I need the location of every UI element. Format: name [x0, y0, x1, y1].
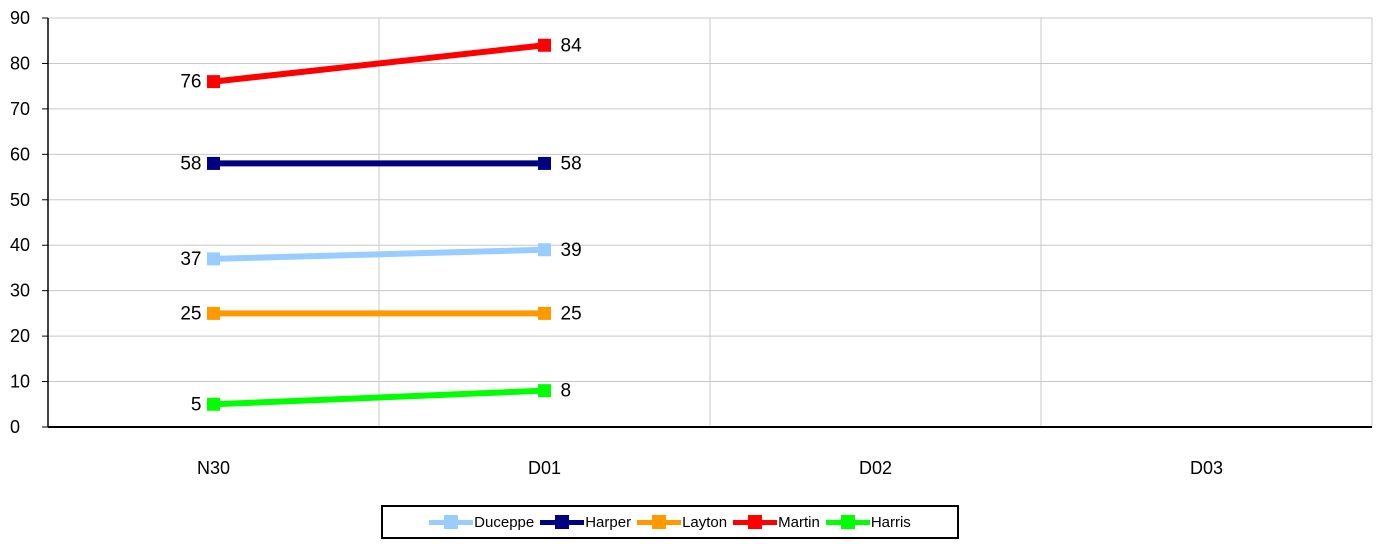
legend-marker — [652, 515, 667, 529]
series-layer — [207, 38, 551, 411]
legend-item-layton: Layton — [637, 514, 727, 531]
data-label-harper: 58 — [561, 153, 582, 174]
legend-swatch-harris — [825, 515, 870, 529]
legend-item-harper: Harper — [540, 514, 631, 531]
legend-marker — [840, 515, 855, 529]
legend-label-harper: Harper — [585, 513, 632, 531]
legend-marker — [444, 515, 459, 529]
y-tick-label: 0 — [10, 417, 20, 437]
y-tick-label: 40 — [10, 235, 30, 255]
legend-swatch-martin — [733, 515, 778, 529]
series-line-martin — [213, 42, 545, 85]
x-tick-label: D01 — [528, 458, 561, 478]
y-tick-label: 70 — [10, 99, 30, 119]
point-marker-harris — [207, 397, 220, 411]
legend-swatch-layton — [637, 515, 682, 529]
x-axis-tick-labels: N30 D01 D02 D03 — [197, 458, 1223, 478]
series-line-duceppe — [213, 246, 545, 262]
legend-item-harris: Harris — [825, 513, 911, 531]
grid-lines — [48, 17, 1373, 427]
axes — [42, 17, 1372, 428]
y-tick-label: 60 — [10, 144, 30, 164]
y-axis-tick-labels: 0 10 20 30 40 50 60 70 80 90 — [10, 8, 30, 437]
point-marker-duceppe — [207, 252, 220, 266]
data-label-harris: 5 — [191, 394, 202, 415]
x-tick-label: D02 — [859, 458, 892, 478]
legend-label-harris: Harris — [870, 513, 911, 531]
point-marker-duceppe — [538, 243, 551, 257]
y-tick-label: 90 — [10, 8, 30, 28]
data-label-harris: 8 — [561, 381, 572, 402]
point-marker-layton — [207, 306, 220, 320]
y-tick-label: 50 — [10, 190, 30, 210]
point-marker-martin — [207, 75, 220, 89]
series-line-harris — [213, 387, 545, 408]
point-marker-harris — [538, 384, 551, 398]
legend-label-layton: Layton — [682, 513, 728, 531]
data-label-layton: 25 — [180, 303, 201, 324]
legend-item-martin: Martin — [733, 514, 820, 531]
data-label-martin: 76 — [180, 72, 201, 93]
data-label-duceppe: 37 — [180, 249, 201, 270]
point-marker-harper — [207, 156, 220, 170]
legend-marker — [748, 515, 763, 529]
y-tick-label: 10 — [10, 372, 30, 392]
x-tick-label: D03 — [1190, 458, 1223, 478]
data-label-layton: 25 — [561, 303, 582, 324]
y-tick-label: 80 — [10, 53, 30, 73]
point-marker-harper — [538, 156, 551, 170]
legend-marker — [555, 515, 570, 529]
legend-swatch-duceppe — [429, 515, 474, 529]
legend-item-duceppe: Duceppe — [429, 514, 534, 531]
y-tick-label: 30 — [10, 281, 30, 301]
legend-swatch-harper — [540, 515, 585, 529]
point-marker-martin — [538, 38, 551, 52]
y-tick-label: 20 — [10, 326, 30, 346]
x-tick-label: N30 — [197, 458, 230, 478]
legend: Duceppe Harper Layton Martin Harris — [381, 505, 959, 539]
data-label-duceppe: 39 — [561, 240, 582, 261]
legend-label-martin: Martin — [778, 513, 820, 531]
legend-label-duceppe: Duceppe — [474, 513, 535, 531]
data-label-harper: 58 — [180, 153, 201, 174]
data-label-martin: 84 — [561, 35, 583, 56]
point-marker-layton — [538, 306, 551, 320]
